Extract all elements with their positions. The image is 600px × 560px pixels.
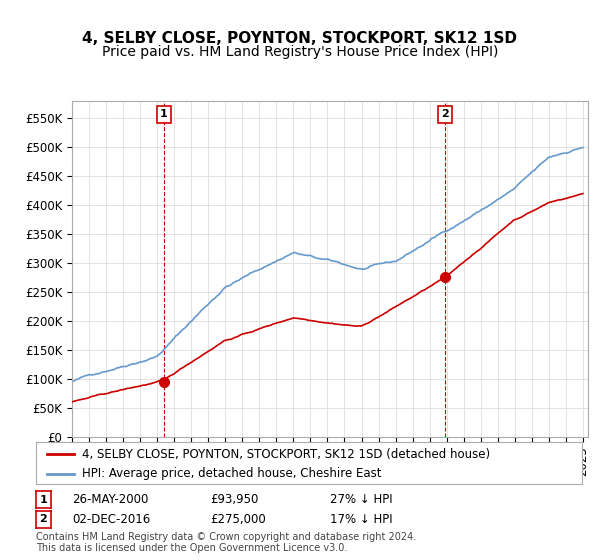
Text: 2: 2 (40, 514, 47, 524)
Text: £275,000: £275,000 (210, 512, 266, 526)
Text: 26-MAY-2000: 26-MAY-2000 (72, 493, 148, 506)
Text: Price paid vs. HM Land Registry's House Price Index (HPI): Price paid vs. HM Land Registry's House … (102, 45, 498, 59)
Text: 1: 1 (160, 109, 168, 119)
Text: Contains HM Land Registry data © Crown copyright and database right 2024.
This d: Contains HM Land Registry data © Crown c… (36, 531, 416, 553)
Text: 4, SELBY CLOSE, POYNTON, STOCKPORT, SK12 1SD: 4, SELBY CLOSE, POYNTON, STOCKPORT, SK12… (83, 31, 517, 46)
Text: 4, SELBY CLOSE, POYNTON, STOCKPORT, SK12 1SD (detached house): 4, SELBY CLOSE, POYNTON, STOCKPORT, SK12… (82, 447, 491, 461)
Text: HPI: Average price, detached house, Cheshire East: HPI: Average price, detached house, Ches… (82, 468, 382, 480)
Text: 27% ↓ HPI: 27% ↓ HPI (330, 493, 392, 506)
Text: 02-DEC-2016: 02-DEC-2016 (72, 512, 150, 526)
Text: 1: 1 (40, 494, 47, 505)
Text: 17% ↓ HPI: 17% ↓ HPI (330, 512, 392, 526)
Text: 2: 2 (442, 109, 449, 119)
Text: £93,950: £93,950 (210, 493, 259, 506)
